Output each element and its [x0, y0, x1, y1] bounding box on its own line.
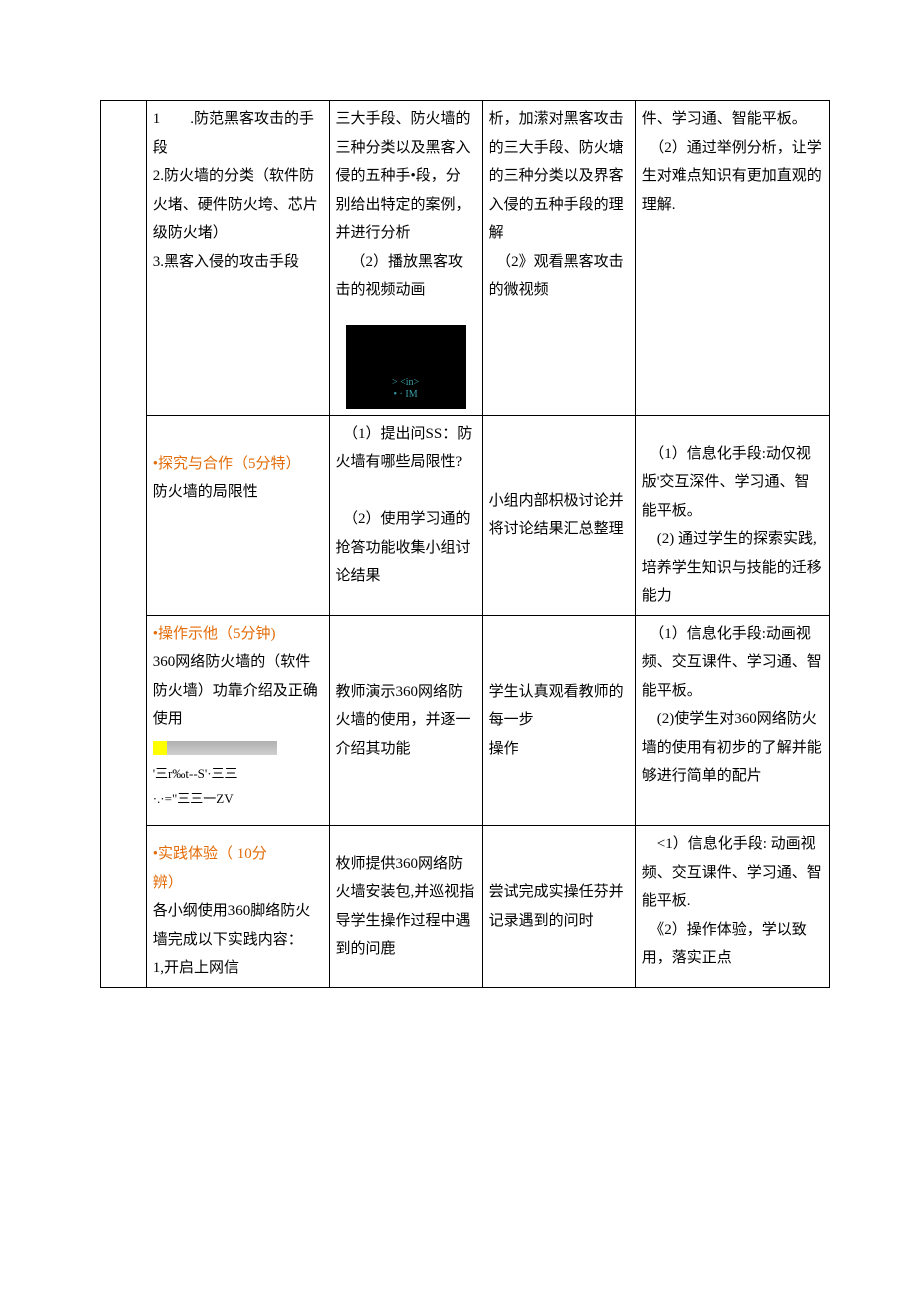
text: 360网络防火墙的（软件防火墙）功靠介绍及正确使用	[153, 648, 323, 734]
text: 学生认真观看教师的每一步 操作	[489, 678, 629, 764]
design-intent-cell: <1）信息化手段: 动画视频、交互课件、学习通、智能平板. 《2）操作体验，学以…	[635, 826, 829, 988]
phase-cell	[101, 101, 147, 988]
table-row: •实践体验（ 10分 辨） 各小纲使用360脚络防火墙完成以下实践内容： 1,开…	[101, 826, 830, 988]
text: 各小纲使用360脚络防火墙完成以下实践内容： 1,开启上网信	[153, 897, 323, 983]
text: 防火墙的局限性	[153, 478, 323, 507]
text: （2）播放黑客攻击的视频动画	[336, 248, 476, 305]
text: '三r‰t--S'·三三	[153, 762, 323, 787]
text: 3.黑客入侵的攻击手段	[153, 248, 323, 277]
text: 小组内部枳极讨论并将讨论结果汇总整理	[489, 487, 629, 544]
table-row: •操作示他（5分钟) 360网络防火墙的（软件防火墙）功靠介绍及正确使用 '三r…	[101, 615, 830, 826]
text: <1）信息化手段: 动画视频、交互课件、学习通、智能平板. 《2）操作体验，学以…	[642, 830, 823, 973]
video-caption: > <in>	[392, 377, 419, 389]
content-cell: •实践体验（ 10分 辨） 各小纲使用360脚络防火墙完成以下实践内容： 1,开…	[146, 826, 329, 988]
teacher-activity-cell: （1）提出问SS：防火墙有哪些局限性? （2）使用学习通的抢答功能收集小组讨论结…	[329, 415, 482, 615]
text: 尝试完成实操任芬并记录遇到的问时	[489, 878, 629, 935]
lesson-plan-table: 1 .防范黑客攻击的手段 2.防火墙的分类（软件防火堵、硬件防火垮、芯片级防火堵…	[100, 100, 830, 988]
text: 枚师提供360网络防火墙安装包,并巡视指导学生操作过程中遇到的问鹿	[336, 850, 476, 964]
content-cell: •操作示他（5分钟) 360网络防火墙的（软件防火墙）功靠介绍及正确使用 '三r…	[146, 615, 329, 826]
student-activity-cell: 小组内部枳极讨论并将讨论结果汇总整理	[482, 415, 635, 615]
table-row: •探究与合作（5分特） 防火墙的局限性 （1）提出问SS：防火墙有哪些局限性? …	[101, 415, 830, 615]
text: 1 .防范黑客攻击的手段	[153, 105, 323, 162]
text: （1）信息化手段:动仅视版'交互深件、学习通、智能平板。 (2) 通过学生的探索…	[642, 440, 823, 611]
student-activity-cell: 尝试完成实操任芬并记录遇到的问时	[482, 826, 635, 988]
design-intent-cell: （1）信息化手段:动仅视版'交互深件、学习通、智能平板。 (2) 通过学生的探索…	[635, 415, 829, 615]
text: 2.防火墙的分类（软件防火堵、硬件防火垮、芯片级防火堵）	[153, 162, 323, 248]
design-intent-cell: 件、学习通、智能平板。 （2）通过举例分析，让学生对难点知识有更加直观的理解.	[635, 101, 829, 416]
content-cell: 1 .防范黑客攻击的手段 2.防火墙的分类（软件防火堵、硬件防火垮、芯片级防火堵…	[146, 101, 329, 416]
content-cell: •探究与合作（5分特） 防火墙的局限性	[146, 415, 329, 615]
text: ·.·="三三一ZV	[153, 787, 323, 812]
section-title: •实践体验（ 10分 辨）	[153, 840, 323, 897]
text: 析，加潆对黑客攻击的三大手段、防火塘的三种分类以及界客入侵的五种手段的理解 （2…	[489, 105, 629, 305]
video-caption: • · IM	[394, 389, 418, 401]
student-activity-cell: 析，加潆对黑客攻击的三大手段、防火塘的三种分类以及界客入侵的五种手段的理解 （2…	[482, 101, 635, 416]
text: 件、学习通、智能平板。 （2）通过举例分析，让学生对难点知识有更加直观的理解.	[642, 105, 823, 219]
text: （1）提出问SS：防火墙有哪些局限性? （2）使用学习通的抢答功能收集小组讨论结…	[336, 420, 476, 591]
teacher-activity-cell: 枚师提供360网络防火墙安装包,并巡视指导学生操作过程中遇到的问鹿	[329, 826, 482, 988]
text: 教师演示360网络防火墙的使用，并逐一介绍其功能	[336, 678, 476, 764]
section-title: •操作示他（5分钟)	[153, 620, 323, 649]
teacher-activity-cell: 教师演示360网络防火墙的使用，并逐一介绍其功能	[329, 615, 482, 826]
student-activity-cell: 学生认真观看教师的每一步 操作	[482, 615, 635, 826]
design-intent-cell: （1）信息化手段:动画视频、交互课件、学习通、智能平板。 (2)使学生对360网…	[635, 615, 829, 826]
decorative-bar	[153, 734, 323, 763]
text: （1）信息化手段:动画视频、交互课件、学习通、智能平板。 (2)使学生对360网…	[642, 620, 823, 791]
table-row: 1 .防范黑客攻击的手段 2.防火墙的分类（软件防火堵、硬件防火垮、芯片级防火堵…	[101, 101, 830, 416]
section-title: •探究与合作（5分特）	[153, 450, 323, 479]
video-thumbnail: > <in> • · IM	[346, 325, 466, 409]
teacher-activity-cell: 三大手段、防火墙的三种分类以及黑客入侵的五种手•段，分别给出特定的案例，并进行分…	[329, 101, 482, 416]
text: 三大手段、防火墙的三种分类以及黑客入侵的五种手•段，分别给出特定的案例，并进行分…	[336, 105, 476, 248]
document-page: 1 .防范黑客攻击的手段 2.防火墙的分类（软件防火堵、硬件防火垮、芯片级防火堵…	[0, 0, 920, 1048]
